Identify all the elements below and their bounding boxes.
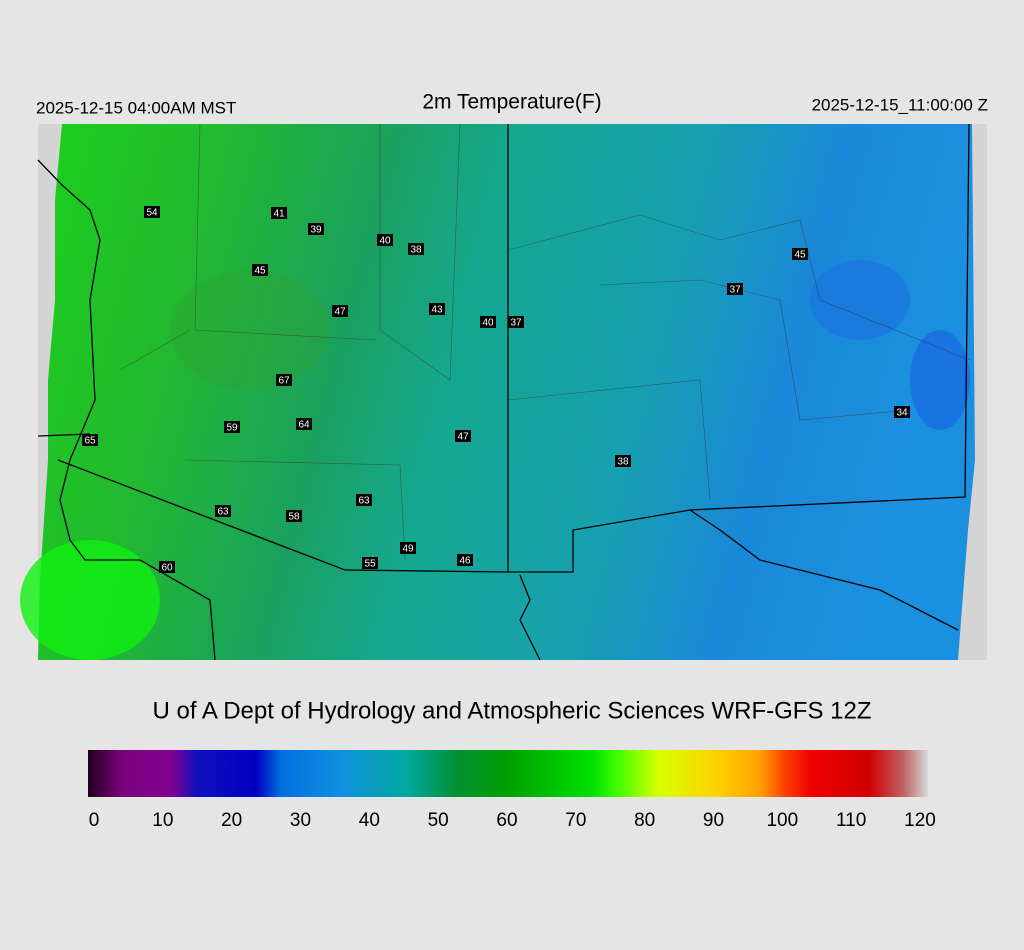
station-box [296, 418, 312, 430]
tick-label: 30 [290, 810, 311, 831]
tick-label: 90 [703, 810, 724, 831]
station-value: 37 [729, 285, 741, 296]
station-value: 40 [379, 236, 391, 247]
station-value: 63 [358, 496, 370, 507]
tick-label: 100 [766, 810, 798, 831]
station-value: 49 [402, 544, 414, 555]
station-value: 67 [278, 376, 290, 387]
station-value: 55 [364, 559, 376, 570]
station-value: 45 [794, 250, 806, 261]
station-box [455, 430, 471, 442]
station-value: 64 [298, 420, 310, 431]
tick-label: 110 [836, 810, 866, 831]
station-box [480, 316, 496, 328]
station-value: 47 [334, 307, 346, 318]
station-value: 38 [410, 245, 422, 256]
colorbar-ticks: 0 10 20 30 40 50 60 70 80 90 100 110 120 [89, 810, 936, 831]
station-value: 38 [617, 457, 629, 468]
tick-label: 0 [89, 810, 100, 831]
map-title: 2m Temperature(F) [422, 91, 601, 114]
station-box [508, 316, 524, 328]
valid-utc: 2025-12-15_11:00:00 Z [812, 95, 988, 114]
station-box [377, 234, 393, 246]
tick-label: 20 [221, 810, 242, 831]
colorbar [88, 750, 928, 797]
station-box [727, 283, 743, 295]
station-box [429, 303, 445, 315]
station-box [82, 434, 98, 446]
station-value: 54 [146, 208, 158, 219]
station-box [362, 557, 378, 569]
station-box [894, 406, 910, 418]
tick-label: 50 [428, 810, 449, 831]
station-value: 46 [459, 556, 471, 567]
station-value: 40 [482, 318, 494, 329]
tick-label: 80 [634, 810, 655, 831]
map [20, 123, 987, 661]
station-value: 58 [288, 512, 300, 523]
station-box [252, 264, 268, 276]
station-value: 59 [226, 423, 238, 434]
station-value: 39 [310, 225, 322, 236]
station-values: 54 41 39 40 38 45 47 43 40 37 67 59 64 65 47 38 63 63 58 49… [82, 206, 910, 574]
station-box [276, 374, 292, 386]
station-value: 34 [896, 408, 908, 419]
station-box [408, 243, 424, 255]
station-box [457, 554, 473, 566]
station-box [159, 561, 175, 573]
station-value: 45 [254, 266, 266, 277]
station-box [215, 505, 231, 517]
station-box [286, 510, 302, 522]
valid-local: 2025-12-15 04:00AM MST [36, 98, 236, 117]
station-value: 47 [457, 432, 469, 443]
station-value: 63 [217, 507, 229, 518]
station-box [356, 494, 372, 506]
station-value: 37 [510, 318, 522, 329]
station-box [792, 248, 808, 260]
tick-label: 70 [565, 810, 586, 831]
station-value: 43 [431, 305, 443, 316]
station-value: 41 [273, 209, 285, 220]
station-box [224, 421, 240, 433]
station-value: 60 [161, 563, 173, 574]
station-box [144, 206, 160, 218]
station-box [308, 223, 324, 235]
tick-label: 120 [904, 810, 936, 831]
tick-label: 60 [496, 810, 517, 831]
credit: U of A Dept of Hydrology and Atmospheric… [153, 697, 872, 724]
station-box [332, 305, 348, 317]
station-value: 65 [84, 436, 96, 447]
station-box [271, 207, 287, 219]
station-box [400, 542, 416, 554]
station-box [615, 455, 631, 467]
tick-label: 10 [152, 810, 173, 831]
tick-label: 40 [359, 810, 380, 831]
